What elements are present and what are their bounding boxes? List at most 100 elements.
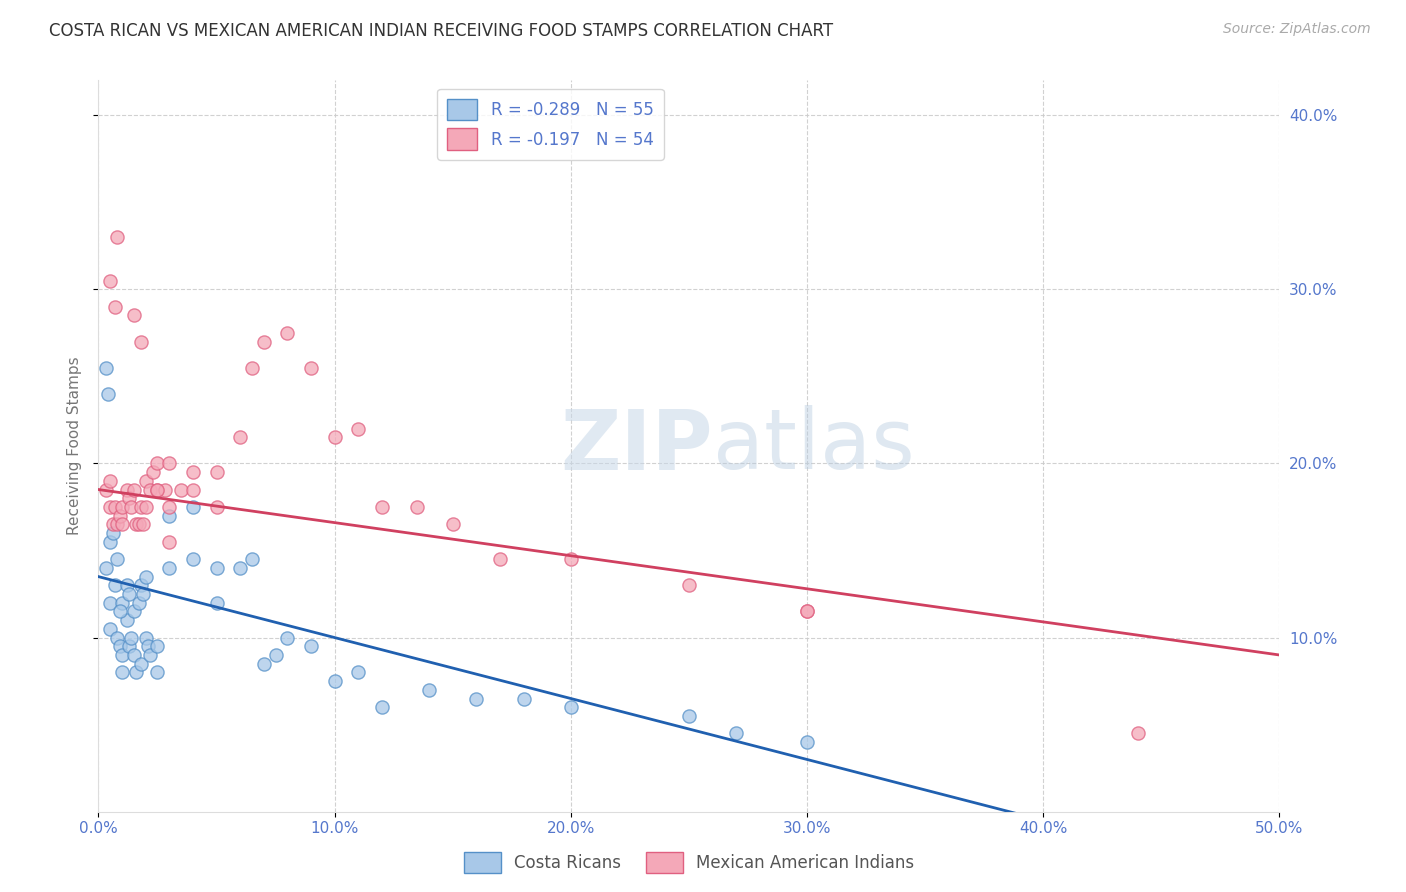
Point xyxy=(125,517,148,532)
Point xyxy=(796,604,818,618)
Point xyxy=(98,596,121,610)
Point xyxy=(725,726,748,740)
Text: COSTA RICAN VS MEXICAN AMERICAN INDIAN RECEIVING FOOD STAMPS CORRELATION CHART: COSTA RICAN VS MEXICAN AMERICAN INDIAN R… xyxy=(49,22,834,40)
Point xyxy=(111,500,134,514)
Text: ZIP: ZIP xyxy=(560,406,713,486)
Point xyxy=(128,596,150,610)
Point xyxy=(98,474,121,488)
Point xyxy=(229,430,252,444)
Point xyxy=(299,360,322,375)
Point xyxy=(205,596,228,610)
Point xyxy=(276,326,298,340)
Point xyxy=(101,517,124,532)
Point xyxy=(146,483,169,497)
Point xyxy=(181,552,204,566)
Point xyxy=(406,500,429,514)
Point xyxy=(142,465,165,479)
Legend: Costa Ricans, Mexican American Indians: Costa Ricans, Mexican American Indians xyxy=(457,846,921,880)
Y-axis label: Receiving Food Stamps: Receiving Food Stamps xyxy=(67,357,83,535)
Point xyxy=(240,552,263,566)
Point xyxy=(253,657,276,671)
Point xyxy=(108,640,131,654)
Point xyxy=(122,604,145,618)
Text: Source: ZipAtlas.com: Source: ZipAtlas.com xyxy=(1223,22,1371,37)
Point xyxy=(157,534,180,549)
Point xyxy=(205,465,228,479)
Point xyxy=(108,508,131,523)
Point xyxy=(122,309,145,323)
Point xyxy=(796,604,818,618)
Point xyxy=(111,648,134,662)
Point xyxy=(104,578,127,592)
Point xyxy=(205,500,228,514)
Point xyxy=(157,508,180,523)
Point xyxy=(678,709,700,723)
Point xyxy=(264,648,287,662)
Point xyxy=(98,500,121,514)
Point xyxy=(347,421,370,435)
Point xyxy=(253,334,276,349)
Point xyxy=(139,483,162,497)
Point xyxy=(122,483,145,497)
Point xyxy=(489,552,512,566)
Point xyxy=(276,631,298,645)
Point xyxy=(129,500,152,514)
Point xyxy=(1126,726,1149,740)
Point xyxy=(560,700,582,714)
Point xyxy=(465,691,488,706)
Point xyxy=(560,552,582,566)
Legend: R = -0.289   N = 55, R = -0.197   N = 54: R = -0.289 N = 55, R = -0.197 N = 54 xyxy=(437,88,664,160)
Point xyxy=(146,457,169,471)
Point xyxy=(135,569,157,583)
Point xyxy=(128,517,150,532)
Point xyxy=(94,360,117,375)
Point xyxy=(118,640,141,654)
Point xyxy=(122,648,145,662)
Point xyxy=(796,735,818,749)
Point xyxy=(111,665,134,680)
Point xyxy=(105,230,128,244)
Point xyxy=(115,613,138,627)
Point xyxy=(105,517,128,532)
Point xyxy=(115,578,138,592)
Point xyxy=(181,500,204,514)
Point xyxy=(132,517,155,532)
Point xyxy=(153,483,176,497)
Point xyxy=(129,334,152,349)
Point xyxy=(323,430,346,444)
Point xyxy=(98,622,121,636)
Point xyxy=(170,483,193,497)
Point xyxy=(139,648,162,662)
Point xyxy=(229,561,252,575)
Point xyxy=(135,474,157,488)
Point xyxy=(97,386,120,401)
Point xyxy=(129,578,152,592)
Point xyxy=(111,596,134,610)
Point xyxy=(135,631,157,645)
Point xyxy=(205,561,228,575)
Point xyxy=(441,517,464,532)
Point xyxy=(371,500,394,514)
Point xyxy=(136,640,159,654)
Point xyxy=(181,465,204,479)
Point xyxy=(108,604,131,618)
Point xyxy=(98,534,121,549)
Point xyxy=(157,500,180,514)
Point xyxy=(94,561,117,575)
Point xyxy=(135,500,157,514)
Point xyxy=(512,691,534,706)
Point xyxy=(125,665,148,680)
Point xyxy=(105,552,128,566)
Point xyxy=(101,526,124,541)
Point xyxy=(371,700,394,714)
Point xyxy=(347,665,370,680)
Point xyxy=(323,674,346,689)
Point xyxy=(104,300,127,314)
Point xyxy=(98,274,121,288)
Point xyxy=(146,640,169,654)
Point xyxy=(118,587,141,601)
Point xyxy=(115,483,138,497)
Point xyxy=(104,500,127,514)
Point xyxy=(121,500,143,514)
Point xyxy=(157,457,180,471)
